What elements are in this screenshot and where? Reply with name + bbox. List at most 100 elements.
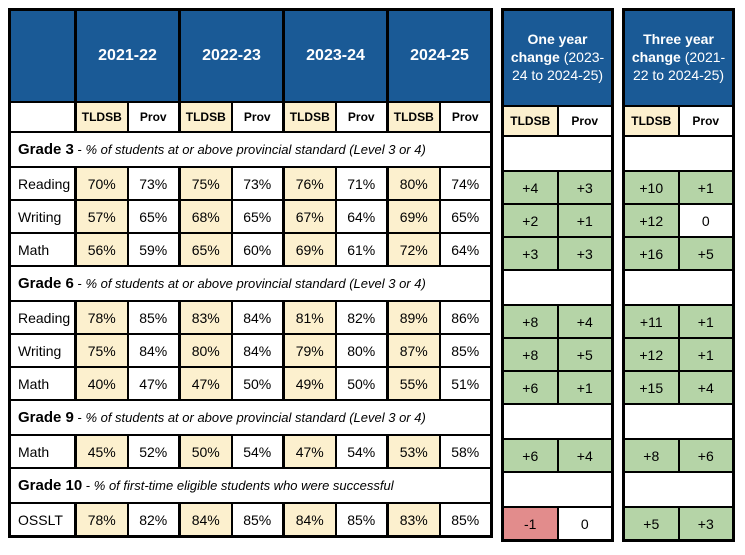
score-cell: 73% [127, 166, 181, 201]
score-cell: 79% [282, 333, 337, 368]
grade-label: Grade 3 [18, 141, 74, 158]
score-cell: 49% [282, 366, 337, 401]
score-cell: 83% [386, 502, 441, 538]
change-cell: +1 [557, 370, 614, 405]
section-spacer-cell [622, 471, 735, 508]
change-cell: +3 [501, 236, 559, 271]
change-title-cell: One year change (2023-24 to 2024-25) [501, 8, 614, 107]
subheader-prov-cell: Prov [678, 105, 735, 137]
score-cell: 78% [74, 502, 129, 538]
score-cell: 84% [178, 502, 233, 538]
change-cell: +12 [622, 203, 680, 238]
change-range-text: (2021-22 to 2024-25) [632, 49, 726, 83]
score-cell: 47% [127, 366, 181, 401]
section-spacer-cell [501, 135, 614, 172]
score-cell: 82% [127, 502, 181, 538]
score-cell: 50% [231, 366, 285, 401]
change-cell: +3 [557, 236, 614, 271]
score-cell: 55% [386, 366, 441, 401]
subheader-tldsb-cell: TLDSB [282, 101, 337, 133]
score-cell: 69% [386, 199, 441, 234]
grade-description: % of students at or above provincial sta… [85, 142, 426, 157]
section-spacer-cell [501, 471, 614, 508]
change-cell: +5 [678, 236, 735, 271]
section-spacer-cell [622, 269, 735, 306]
score-cell: 65% [231, 199, 285, 234]
score-cell: 54% [231, 434, 285, 469]
score-cell: 71% [335, 166, 389, 201]
change-title-text: Three year change [631, 31, 714, 66]
year-header-cell: 2024-25 [386, 8, 493, 103]
change-cell: +2 [501, 203, 559, 238]
change-cell: +10 [622, 170, 680, 205]
score-cell: 85% [439, 502, 493, 538]
one-year-change-table: One year change (2023-24 to 2024-25) TLDS… [501, 8, 614, 542]
score-cell: 74% [439, 166, 493, 201]
score-cell: 70% [74, 166, 129, 201]
score-cell: 81% [282, 300, 337, 335]
score-cell: 75% [178, 166, 233, 201]
score-cell: 60% [231, 232, 285, 267]
grade-section-heading: Grade 9 - % of students at or above prov… [8, 399, 493, 436]
score-cell: 80% [335, 333, 389, 368]
score-cell: 52% [127, 434, 181, 469]
score-cell: 65% [439, 199, 493, 234]
score-cell: 51% [439, 366, 493, 401]
score-cell: 84% [231, 300, 285, 335]
score-cell: 73% [231, 166, 285, 201]
change-title-cell: Three year change (2021-22 to 2024-25) [622, 8, 735, 107]
score-cell: 87% [386, 333, 441, 368]
subheader-prov-cell: Prov [439, 101, 493, 133]
score-cell: 84% [231, 333, 285, 368]
section-spacer-cell [622, 135, 735, 172]
score-cell: 56% [74, 232, 129, 267]
change-cell: +16 [622, 236, 680, 271]
score-cell: 80% [386, 166, 441, 201]
row-label: Reading [8, 300, 77, 335]
score-cell: 67% [282, 199, 337, 234]
change-cell: +8 [501, 337, 559, 372]
score-cell: 61% [335, 232, 389, 267]
score-cell: 65% [178, 232, 233, 267]
score-cell: 82% [335, 300, 389, 335]
subheader-prov-cell: Prov [335, 101, 389, 133]
change-cell: +5 [557, 337, 614, 372]
subheader-tldsb-cell: TLDSB [622, 105, 680, 137]
score-cell: 84% [282, 502, 337, 538]
change-cell: +3 [557, 170, 614, 205]
section-spacer-cell [501, 269, 614, 306]
score-cell: 78% [74, 300, 129, 335]
grade-label: Grade 6 [18, 275, 74, 292]
change-range-text: (2023-24 to 2024-25) [511, 49, 605, 83]
grade-label: Grade 9 [18, 409, 74, 426]
score-cell: 85% [127, 300, 181, 335]
year-header-cell: 2022-23 [178, 8, 285, 103]
year-header-cell: 2023-24 [282, 8, 389, 103]
score-cell: 47% [282, 434, 337, 469]
row-label: OSSLT [8, 502, 77, 538]
score-cell: 57% [74, 199, 129, 234]
score-cell: 68% [178, 199, 233, 234]
row-label: Reading [8, 166, 77, 201]
score-cell: 40% [74, 366, 129, 401]
section-spacer-cell [622, 403, 735, 440]
results-table: 2021-22 2022-23 2023-24 2024-25 TLDSB Prov TLD… [8, 8, 493, 538]
score-cell: 59% [127, 232, 181, 267]
change-cell: +4 [557, 304, 614, 339]
change-cell: -1 [501, 506, 559, 542]
row-label: Math [8, 434, 77, 469]
change-cell: +1 [557, 203, 614, 238]
subheader-spacer-cell [8, 101, 77, 133]
change-cell: +5 [622, 506, 680, 542]
year-header-cell: 2021-22 [74, 8, 181, 103]
score-cell: 85% [335, 502, 389, 538]
score-cell: 69% [282, 232, 337, 267]
grade-description: % of first-time eligible students who we… [93, 478, 394, 493]
change-cell: +12 [622, 337, 680, 372]
change-cell: +6 [501, 370, 559, 405]
score-cell: 53% [386, 434, 441, 469]
section-spacer-cell [501, 403, 614, 440]
change-cell: +11 [622, 304, 680, 339]
change-title-text: One year change [510, 31, 588, 66]
grade-label: Grade 10 [18, 477, 83, 494]
